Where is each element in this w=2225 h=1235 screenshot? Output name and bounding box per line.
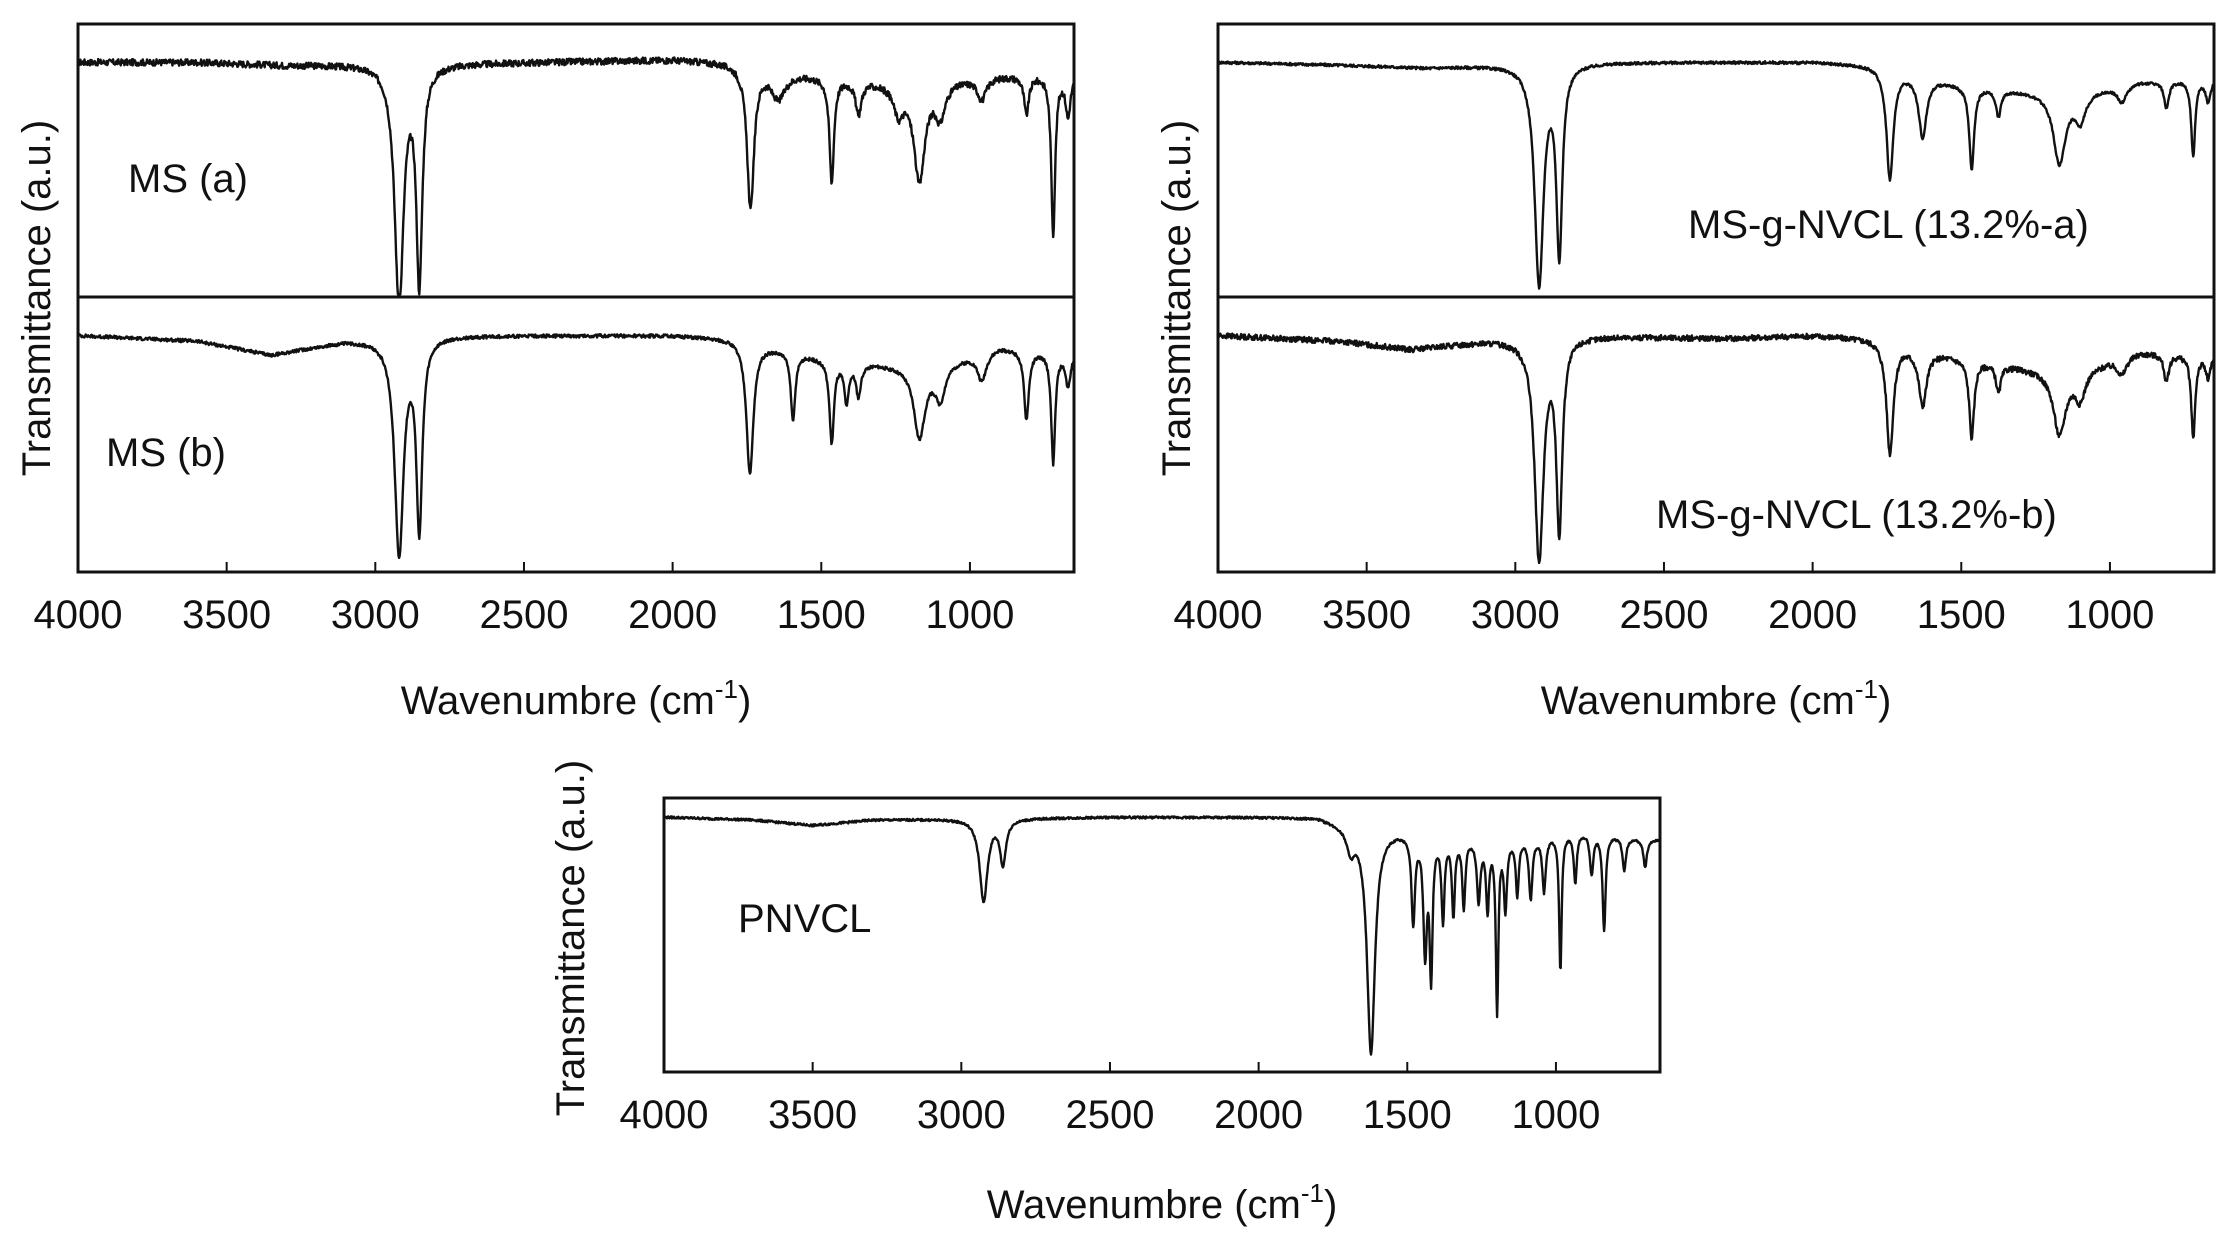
x-tick-label: 2500 [1065,1093,1154,1137]
x-tick-label: 2000 [1214,1093,1303,1137]
series-label-ms-g-nvcl-b: MS-g-NVCL (13.2%-b) [1656,493,2057,537]
x-tick-label: 1500 [1917,593,2006,637]
x-ticks-top-left: 4000 3500 3000 2500 2000 1500 1000 [34,562,1014,637]
x-tick-label: 1000 [2065,593,2154,637]
series-label-ms-b: MS (b) [106,431,226,475]
series-label-pnvcl: PNVCL [738,897,871,941]
x-axis-title-superscript: -1 [1855,674,1878,704]
x-tick-label: 4000 [1174,593,1263,637]
x-tick-label: 3500 [182,593,271,637]
plot-frame-bottom [662,796,1662,1074]
x-tick-label: 3500 [768,1093,857,1137]
spectrum-line-ms-g-nvcl-a [1216,60,2216,290]
x-tick-label: 2000 [628,593,717,637]
x-ticks-top-right: 4000 3500 3000 2500 2000 1500 1000 [1174,562,2154,637]
x-tick-label: 1000 [925,593,1014,637]
spectrum-line-pnvcl [663,815,1661,1056]
x-tick-label: 4000 [34,593,123,637]
x-tick-label: 3500 [1322,593,1411,637]
x-tick-label: 3000 [1471,593,1560,637]
x-tick-label: 3000 [917,1093,1006,1137]
x-tick-label: 2500 [479,593,568,637]
y-axis-title-top-right: Transmittance (a.u.) [1155,120,1199,476]
x-axis-title-bottom: Wavenumbre (cm-1) [987,1178,1338,1227]
x-tick-label: 1000 [1511,1093,1600,1137]
y-axis-title-bottom: Transmittance (a.u.) [549,760,593,1116]
x-axis-title-top-right: Wavenumbre (cm-1) [1541,674,1892,723]
spectrum-line-ms-b [76,333,1076,560]
x-tick-label: 1500 [1363,1093,1452,1137]
x-tick-label: 2000 [1768,593,1857,637]
x-axis-title-superscript: -1 [715,674,738,704]
x-tick-label: 2500 [1619,593,1708,637]
series-label-ms-a: MS (a) [128,157,248,201]
x-tick-label: 3000 [331,593,420,637]
spectrum-line-ms-a [77,56,1076,296]
panel-top-right: MS-g-NVCL (13.2%-a) MS-g-NVCL (13.2%-b) … [1155,22,2216,723]
y-axis-title-top-left: Transmittance (a.u.) [15,120,59,476]
spectrum-line-ms-g-nvcl-b [1216,332,2215,565]
x-axis-title-top-left: Wavenumbre (cm-1) [401,674,752,723]
x-ticks-bottom: 4000 3500 3000 2500 2000 1500 1000 [620,1062,1600,1137]
series-label-ms-g-nvcl-a: MS-g-NVCL (13.2%-a) [1688,203,2089,247]
panel-bottom-center: PNVCL 4000 3500 3000 2500 2000 1500 1000 Trans… [549,760,1662,1227]
x-tick-label: 1500 [777,593,866,637]
panel-top-left: MS (a) MS (b) 4000 3500 3000 2500 2000 1500 10… [15,22,1076,723]
x-axis-title-superscript: -1 [1301,1178,1324,1208]
x-tick-label: 4000 [620,1093,709,1137]
